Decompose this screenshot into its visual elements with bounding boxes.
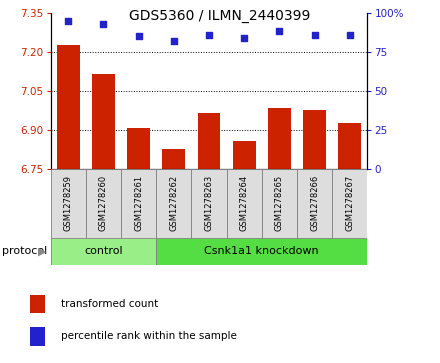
- Bar: [198, 113, 220, 169]
- Text: GSM1278259: GSM1278259: [64, 175, 73, 231]
- Text: transformed count: transformed count: [61, 299, 158, 309]
- Bar: [57, 45, 80, 169]
- Bar: [51, 238, 156, 265]
- Point: [205, 32, 213, 37]
- Text: ▶: ▶: [37, 246, 46, 256]
- Point: [100, 21, 107, 26]
- Bar: [332, 169, 367, 238]
- Point: [135, 33, 142, 39]
- Text: control: control: [84, 246, 123, 256]
- Bar: [30, 327, 44, 346]
- Bar: [156, 169, 191, 238]
- Text: GSM1278267: GSM1278267: [345, 175, 354, 231]
- Bar: [162, 149, 185, 169]
- Bar: [262, 169, 297, 238]
- Text: percentile rank within the sample: percentile rank within the sample: [61, 331, 237, 342]
- Bar: [121, 169, 156, 238]
- Text: GSM1278262: GSM1278262: [169, 175, 178, 231]
- Text: GSM1278266: GSM1278266: [310, 175, 319, 231]
- Text: GDS5360 / ILMN_2440399: GDS5360 / ILMN_2440399: [129, 9, 311, 23]
- Bar: [297, 169, 332, 238]
- Bar: [227, 169, 262, 238]
- Bar: [268, 108, 291, 169]
- Point: [241, 35, 248, 41]
- Text: GSM1278261: GSM1278261: [134, 175, 143, 231]
- Text: GSM1278263: GSM1278263: [205, 175, 213, 231]
- Text: Csnk1a1 knockdown: Csnk1a1 knockdown: [205, 246, 319, 256]
- Point: [276, 29, 283, 34]
- Bar: [338, 123, 361, 169]
- Bar: [51, 169, 86, 238]
- Bar: [127, 129, 150, 169]
- Text: GSM1278264: GSM1278264: [240, 175, 249, 231]
- Point: [311, 32, 318, 37]
- Bar: [156, 238, 367, 265]
- Text: GSM1278260: GSM1278260: [99, 175, 108, 231]
- Bar: [191, 169, 227, 238]
- Text: GSM1278265: GSM1278265: [275, 175, 284, 231]
- Bar: [303, 110, 326, 169]
- Bar: [86, 169, 121, 238]
- Point: [346, 32, 353, 37]
- Bar: [30, 295, 44, 313]
- Point: [65, 17, 72, 23]
- Bar: [233, 142, 256, 169]
- Point: [170, 38, 177, 44]
- Text: protocol: protocol: [2, 246, 48, 256]
- Bar: [92, 74, 115, 169]
